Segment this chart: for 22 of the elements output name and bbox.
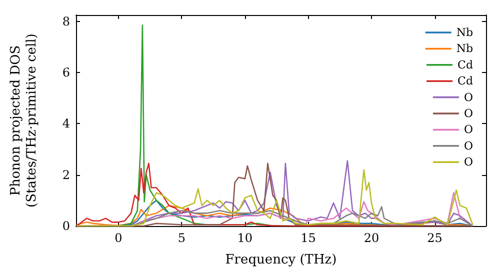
- legend-label: Cd: [458, 58, 474, 72]
- legend-label: Cd: [458, 74, 474, 88]
- x-tick-label: 20: [364, 231, 380, 245]
- y-axis-title: Phonon projected DOS (States/THz·primitive cell): [8, 33, 40, 208]
- legend-label: O: [464, 107, 474, 120]
- legend-label: Nb: [456, 26, 474, 39]
- legend-label: O: [464, 156, 474, 169]
- y-tick-label: 6: [62, 66, 70, 80]
- x-tick-label: 10: [237, 231, 253, 245]
- legend-label: Nb: [456, 42, 474, 56]
- legend-label: O: [464, 123, 474, 136]
- legend-label: O: [464, 90, 474, 104]
- y-tick-label: 2: [62, 168, 70, 182]
- y-tick-label: 4: [62, 116, 70, 131]
- x-tick-label: 0: [114, 231, 122, 245]
- x-axis-title: Frequency (THz): [225, 252, 337, 268]
- x-tick-label: 5: [178, 231, 186, 245]
- x-tick-label: 15: [300, 231, 316, 245]
- legend-label: O: [464, 139, 474, 152]
- x-tick-label: 25: [427, 231, 442, 245]
- y-tick-label: 0: [62, 219, 70, 233]
- y-tick-label: 8: [62, 14, 70, 28]
